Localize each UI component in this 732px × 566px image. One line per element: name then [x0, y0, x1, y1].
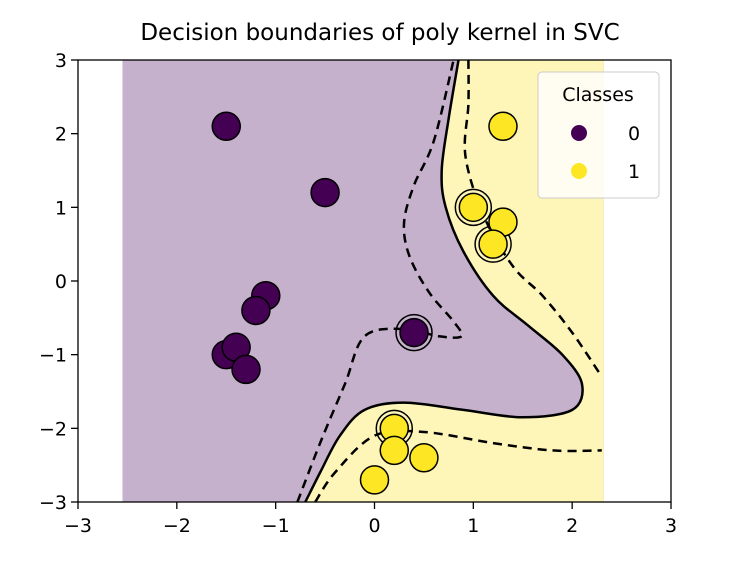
- data-point-class-1: [409, 443, 439, 473]
- x-tick-label: −3: [64, 515, 92, 537]
- margin-line-3: [314, 429, 602, 502]
- legend-title: Classes: [562, 84, 634, 106]
- x-tick-label: −1: [262, 515, 290, 537]
- legend-label-class-1: 1: [628, 161, 640, 183]
- data-point-class-1: [379, 435, 410, 466]
- data-point-class-1: [478, 229, 508, 259]
- y-tick-label: 0: [55, 271, 67, 293]
- decision-boundary-line: [304, 60, 584, 502]
- data-point-class-0: [241, 295, 271, 326]
- data-point-class-0: [231, 354, 261, 385]
- data-point-class-0: [310, 177, 340, 208]
- x-tick-label: 0: [368, 515, 380, 537]
- legend-marker-class-0: [571, 125, 587, 141]
- y-tick-label: 1: [55, 197, 67, 219]
- support-vector-ring: [395, 313, 433, 352]
- y-tick-label: 2: [55, 124, 67, 146]
- region-class-1: [305, 60, 604, 502]
- data-point-class-0: [211, 111, 241, 142]
- legend-box: [537, 71, 660, 199]
- support-vector-ring: [454, 188, 493, 227]
- x-tick-label: −2: [163, 515, 191, 537]
- y-tick-label: −2: [39, 418, 67, 440]
- x-tick-label: 2: [566, 515, 578, 537]
- y-tick-label: −3: [39, 492, 67, 514]
- legend-label-class-0: 0: [628, 123, 640, 145]
- data-point-class-1: [359, 465, 390, 495]
- legend: Classes 0 1: [537, 71, 660, 199]
- y-tick-label: 3: [55, 50, 67, 72]
- data-point-class-0: [399, 317, 429, 348]
- x-axis: −3 −2 −1 0 1 2 3: [64, 502, 677, 537]
- data-points: [211, 111, 518, 495]
- y-axis: −3 −2 −1 0 1 2 3: [39, 50, 78, 514]
- x-tick-label: 3: [665, 515, 677, 537]
- chart-title: Decision boundaries of poly kernel in SV…: [140, 20, 619, 46]
- x-tick-label: 1: [467, 515, 479, 537]
- data-point-class-1: [458, 192, 489, 223]
- legend-marker-class-1: [571, 163, 587, 179]
- data-point-class-1: [488, 111, 518, 142]
- y-tick-label: −1: [39, 345, 67, 367]
- margin-line-1: [296, 60, 464, 502]
- decision-regions: [122, 60, 604, 502]
